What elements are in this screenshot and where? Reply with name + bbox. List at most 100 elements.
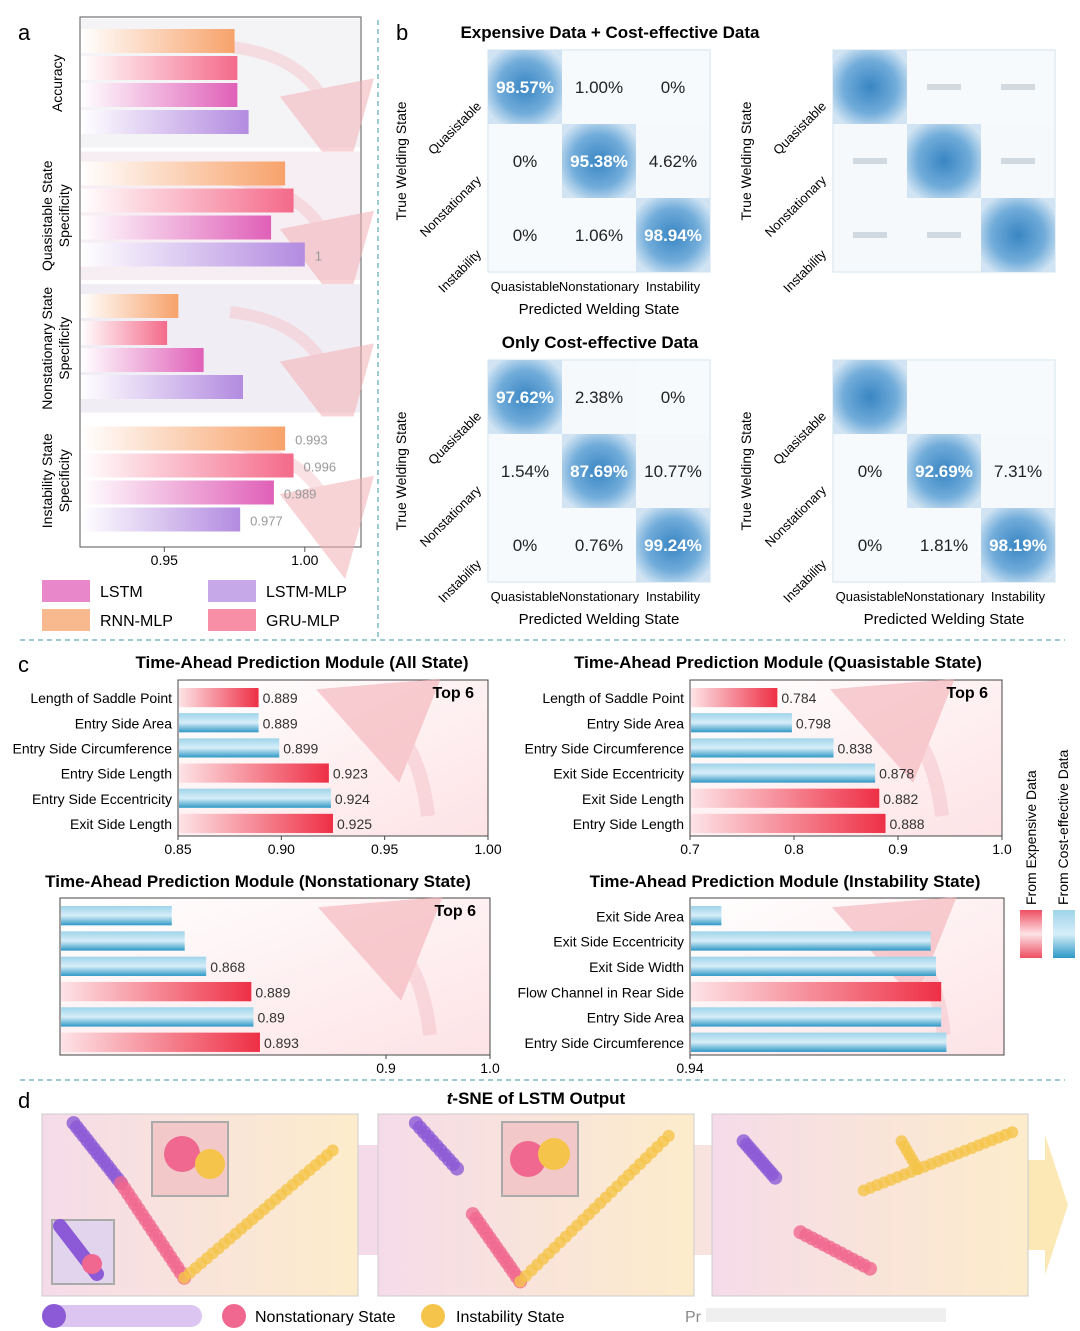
cm-title-bottom: Only Cost-effective Data — [502, 333, 699, 352]
panel-a-bar — [81, 426, 286, 451]
tsne-point — [326, 1144, 339, 1157]
cm-cell-label: 98.19% — [989, 536, 1047, 555]
decorative-arrow — [318, 896, 443, 1036]
cm-row-label: Quasistable — [425, 99, 484, 158]
cm-cell — [907, 508, 981, 582]
cm-col-label: Nonstationary — [559, 589, 640, 604]
tsne-title: t-SNE of LSTM Output — [447, 1089, 626, 1108]
feature-bar-value: 0.925 — [337, 816, 372, 832]
cm-cell — [981, 508, 1055, 582]
feature-bar — [691, 956, 936, 976]
cm-cell — [981, 124, 1055, 198]
cm-xlabel: Predicted Welding State — [519, 301, 680, 318]
feature-bar — [179, 713, 259, 733]
panel-a-value-label: 0.989 — [284, 487, 317, 502]
legend-expensive-text: From Expensive Data — [1023, 770, 1039, 905]
feature-importance-chart: Time-Ahead Prediction Module (All State)… — [12, 653, 501, 857]
cm-cell — [907, 50, 981, 124]
cm-cell-label: 0.76% — [575, 536, 623, 555]
tsne-connector-1 — [358, 1145, 380, 1255]
feature-label: Entry Side Circumference — [12, 740, 172, 756]
feature-bar-value: 0.838 — [838, 740, 873, 756]
legend-swatch-cost — [1053, 910, 1075, 958]
feature-bar — [691, 813, 886, 833]
cm-cell — [907, 360, 981, 434]
decorative-arrow — [830, 678, 955, 817]
top6-label: Top 6 — [435, 903, 477, 920]
decorative-arrow — [316, 678, 441, 817]
feature-label: Entry Side Area — [75, 715, 172, 731]
cm-cell — [488, 508, 562, 582]
tsne-inset-blob — [195, 1149, 225, 1179]
tsne-point — [1006, 1126, 1019, 1139]
feature-bar — [179, 738, 280, 758]
feature-chart-title: Time-Ahead Prediction Module (All State) — [135, 653, 468, 672]
feature-bar — [179, 788, 331, 808]
cm-cell — [981, 198, 1055, 272]
cm-cell-label: 99.24% — [644, 536, 702, 555]
feature-tick-label: 1.0 — [992, 841, 1012, 857]
panel-a-tick-label: 1.00 — [291, 552, 318, 568]
feature-bar — [61, 1007, 254, 1027]
cm-row-label: Nonstationary — [762, 172, 830, 240]
panel-letter-b: b — [396, 20, 408, 45]
panel-a-bar — [81, 294, 179, 318]
panel-a-bar — [81, 83, 238, 107]
cm-cell-label: 92.69% — [915, 462, 973, 481]
cm-cell — [562, 434, 636, 508]
confusion-matrix: Quasistable Nonstationary Instability True … — [738, 49, 1056, 295]
feature-bar — [691, 738, 834, 758]
cm-row-label: Instability — [780, 246, 829, 295]
confusion-matrix: 0% 92.69% 7.31%0% 1.81% 98.19%QuasistableNon… — [738, 359, 1056, 628]
feature-label: Entry Side Area — [587, 715, 684, 731]
panel-a-bar — [81, 321, 168, 345]
feature-bar-value: 0.784 — [781, 690, 816, 706]
feature-chart-title: Time-Ahead Prediction Module (Nonstation… — [45, 872, 471, 891]
feature-bar — [691, 906, 722, 926]
cm-col-label: Nonstationary — [904, 589, 985, 604]
panel-a-legend-label: RNN-MLP — [100, 613, 173, 630]
cm-row-label: Quasistable — [770, 99, 829, 158]
cm-cell — [636, 198, 710, 272]
feature-chart-title: Time-Ahead Prediction Module (Quasistabl… — [574, 653, 982, 672]
feature-bar-value: 0.899 — [283, 740, 318, 756]
cm-cell — [636, 508, 710, 582]
feature-label: Exit Side Eccentricity — [553, 766, 684, 782]
panel-a-value-label: 0.996 — [304, 460, 337, 475]
feature-tick-label: 0.94 — [676, 1060, 703, 1076]
feature-tick-label: 0.90 — [268, 841, 295, 857]
cm-cell — [981, 360, 1055, 434]
tsne-point — [863, 1261, 877, 1276]
tsne-point — [768, 1170, 783, 1185]
panel-a-bar — [81, 56, 238, 80]
feature-label: Entry Side Area — [587, 1010, 684, 1026]
feature-label: Entry Side Length — [61, 766, 172, 782]
cm-col-label: Quasistable — [491, 589, 560, 604]
panel-a-bar — [81, 110, 249, 134]
panel-a-value-label: 0.993 — [295, 433, 328, 448]
cm-cell-label: 1.00% — [575, 78, 623, 97]
cm-cell-label: 0% — [661, 388, 686, 407]
cm-cell-label: 4.62% — [649, 152, 697, 171]
tsne-point — [911, 1162, 924, 1175]
cm-cell — [833, 434, 907, 508]
panel-letter-a: a — [18, 20, 31, 45]
feature-bar — [691, 713, 792, 733]
cm-cell-label: 1.06% — [575, 226, 623, 245]
feature-label: Length of Saddle Point — [542, 690, 684, 706]
feature-tick-label: 0.7 — [680, 841, 700, 857]
feature-importance-chart: Time-Ahead Prediction Module (Nonstation… — [45, 872, 500, 1076]
feature-bar-value: 0.889 — [263, 690, 298, 706]
cm-xlabel: Predicted Welding State — [864, 611, 1025, 628]
panel-a-bar — [81, 507, 241, 532]
legend-blurred-tail — [706, 1308, 946, 1322]
cm-ylabel: True Welding State — [393, 101, 409, 220]
cm-row-label: Nonstationary — [417, 172, 485, 240]
cm-cell — [488, 434, 562, 508]
tsne-connector-2 — [694, 1145, 714, 1255]
tsne-inset-blob — [82, 1254, 102, 1274]
tsne-title-rest: -SNE of LSTM Output — [452, 1089, 625, 1108]
cm-xlabel: Predicted Welding State — [519, 611, 680, 628]
cm-title-top: Expensive Data + Cost-effective Data — [460, 23, 760, 42]
